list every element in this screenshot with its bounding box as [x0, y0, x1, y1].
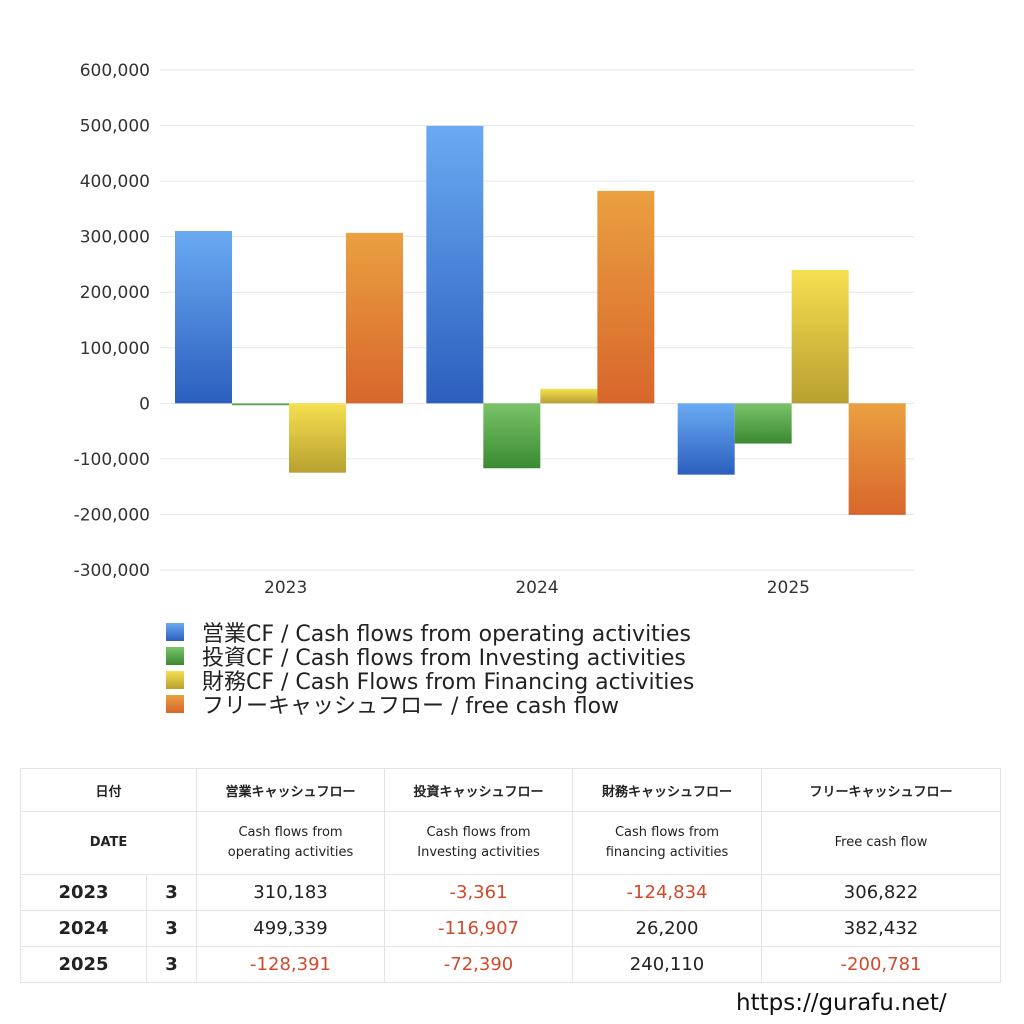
legend-label: 営業CF / Cash flows from operating activit… — [202, 622, 691, 647]
y-tick-label: 0 — [139, 394, 150, 414]
row-month: 3 — [145, 946, 198, 983]
row-financing: 240,110 — [572, 946, 763, 983]
table-row: 2023 3 310,183 -3,361 -124,834 306,822 — [20, 874, 1002, 911]
row-year: 2025 — [20, 946, 147, 983]
row-free: 382,432 — [761, 910, 1002, 947]
y-tick-label: -100,000 — [74, 450, 150, 470]
row-month: 3 — [145, 874, 198, 911]
y-tick-label: 500,000 — [80, 117, 150, 137]
bar — [848, 403, 906, 515]
x-tick-label: 2025 — [767, 578, 810, 598]
legend-swatch — [166, 623, 184, 641]
header-free-en: Free cash flow — [761, 811, 1002, 875]
bar — [597, 190, 655, 404]
bar — [791, 269, 849, 404]
chart-legend: 営業CF / Cash flows from operating activit… — [166, 620, 694, 719]
header-financing-jp: 財務キャッシュフロー — [572, 768, 763, 812]
y-tick-label: 100,000 — [80, 339, 150, 359]
header-operating-en: Cash flows from operating activities — [196, 811, 386, 875]
row-operating: 310,183 — [196, 874, 386, 911]
header-investing-jp: 投資キャッシュフロー — [384, 768, 574, 812]
legend-label: 財務CF / Cash Flows from Financing activit… — [202, 670, 695, 695]
table-header-en: DATE Cash flows from operating activities… — [19, 811, 1002, 875]
row-operating: 499,339 — [196, 910, 386, 947]
header-free-jp: フリーキャッシュフロー — [761, 768, 1002, 812]
y-tick-label: 400,000 — [80, 172, 150, 192]
y-tick-label: -200,000 — [74, 505, 150, 525]
legend-item: 営業CF / Cash flows from operating activit… — [166, 620, 694, 647]
header-investing-en: Cash flows from Investing activities — [384, 811, 574, 875]
table-row: 2025 3 -128,391 -72,390 240,110 -200,781 — [20, 946, 1002, 983]
row-investing: -72,390 — [384, 946, 574, 983]
cash-flow-chart: 600,000 500,000 400,000 300,000 200,000 100,0… — [74, 61, 914, 598]
legend-swatch — [166, 647, 184, 665]
row-financing: 26,200 — [572, 910, 763, 947]
legend-label: 投資CF / Cash flows from Investing activit… — [202, 646, 686, 671]
x-tick-label: 2024 — [515, 578, 558, 598]
row-operating: -128,391 — [196, 946, 386, 983]
bar — [483, 403, 541, 469]
row-financing: -124,834 — [572, 874, 763, 911]
legend-swatch — [166, 695, 184, 713]
header-operating-jp: 営業キャッシュフロー — [196, 768, 386, 812]
table-row: 2024 3 499,339 -116,907 26,200 382,432 — [20, 910, 1002, 947]
bar — [426, 125, 484, 404]
legend-item: 投資CF / Cash flows from Investing activit… — [166, 644, 694, 671]
legend-label: フリーキャッシュフロー / free cash flow — [202, 694, 620, 719]
row-year: 2024 — [20, 910, 147, 947]
row-free: 306,822 — [761, 874, 1002, 911]
cash-flow-table: 日付 営業キャッシュフロー 投資キャッシュフロー 財務キャッシュフロー フリーキ… — [19, 768, 1002, 983]
y-tick-label: 600,000 — [80, 61, 150, 81]
legend-item: 財務CF / Cash Flows from Financing activit… — [166, 668, 694, 695]
row-year: 2023 — [20, 874, 147, 911]
bar — [734, 403, 792, 444]
site-url: https://gurafu.net/ — [736, 990, 947, 1016]
header-date-jp: 日付 — [19, 768, 198, 812]
row-investing: -3,361 — [384, 874, 574, 911]
bar — [232, 403, 289, 406]
bar — [540, 388, 598, 404]
y-tick-label: -300,000 — [74, 561, 150, 581]
y-tick-label: 300,000 — [80, 228, 150, 248]
bar — [175, 231, 232, 404]
legend-item: フリーキャッシュフロー / free cash flow — [166, 692, 694, 719]
header-date-en: DATE — [19, 811, 198, 875]
bar — [289, 403, 346, 473]
row-free: -200,781 — [761, 946, 1002, 983]
table-header-jp: 日付 営業キャッシュフロー 投資キャッシュフロー 財務キャッシュフロー フリーキ… — [19, 768, 1002, 812]
row-investing: -116,907 — [384, 910, 574, 947]
bar — [677, 403, 735, 475]
y-tick-label: 200,000 — [80, 283, 150, 303]
legend-swatch — [166, 671, 184, 689]
row-month: 3 — [145, 910, 198, 947]
header-financing-en: Cash flows from financing activities — [572, 811, 763, 875]
bar — [346, 232, 403, 404]
x-tick-label: 2023 — [264, 578, 307, 598]
